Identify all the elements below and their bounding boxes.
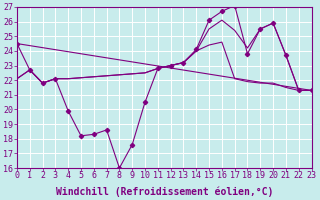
X-axis label: Windchill (Refroidissement éolien,°C): Windchill (Refroidissement éolien,°C) [56, 186, 273, 197]
